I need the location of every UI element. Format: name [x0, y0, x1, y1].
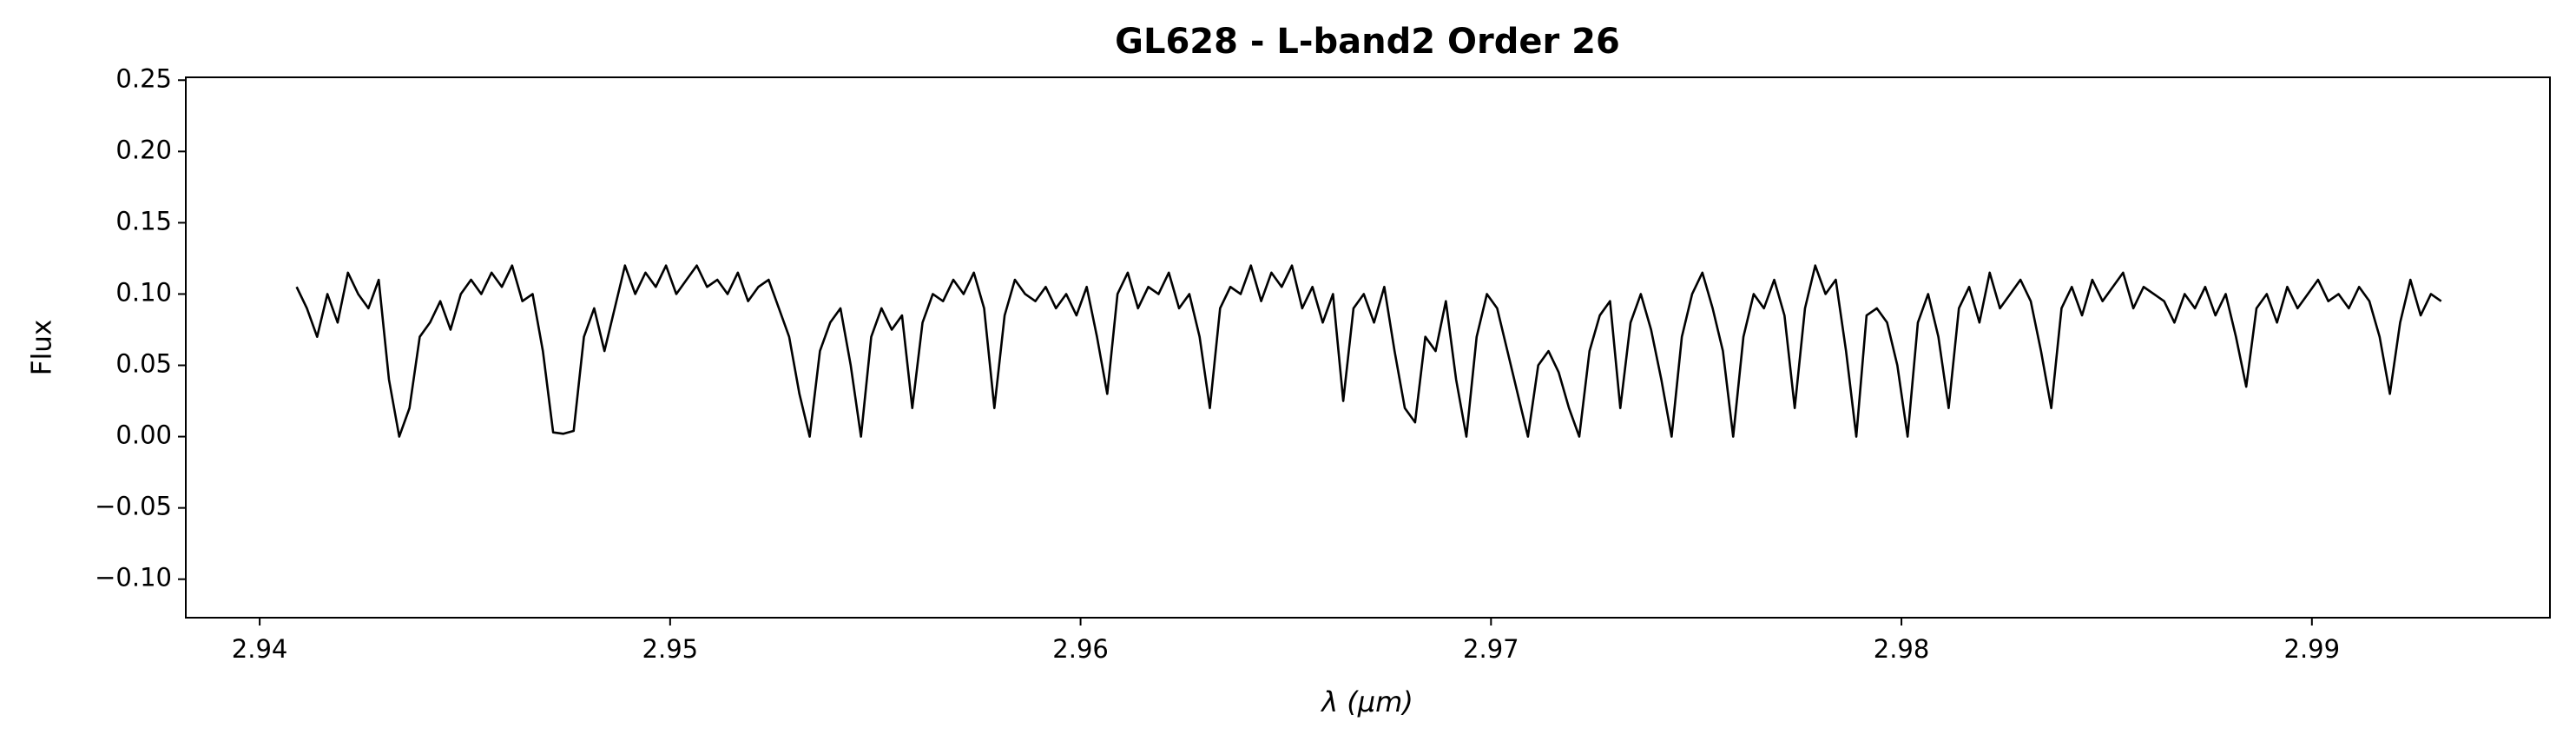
x-tick-label: 2.99 — [2284, 634, 2341, 664]
x-tick-label: 2.97 — [1463, 634, 1519, 664]
x-tick-label: 2.95 — [642, 634, 699, 664]
y-tick-label: 0.00 — [115, 420, 172, 450]
spectrum-line — [295, 264, 2442, 438]
x-tick-label: 2.96 — [1052, 634, 1109, 664]
y-tick-label: 0.10 — [115, 277, 172, 307]
y-tick-label: 0.15 — [115, 206, 172, 235]
chart-title: GL628 - L-band2 Order 26 — [1115, 22, 1620, 62]
y-tick-label: 0.20 — [115, 135, 172, 164]
y-tick-label: −0.05 — [95, 492, 172, 521]
axes-frame — [185, 76, 2551, 619]
y-tick-label: 0.25 — [115, 63, 172, 93]
y-tick-label: −0.10 — [95, 563, 172, 592]
x-tick-label: 2.98 — [1874, 634, 1930, 664]
x-axis-label: λ (μm) — [1320, 685, 1413, 718]
y-tick-label: 0.05 — [115, 349, 172, 379]
y-axis-label: Flux — [27, 320, 58, 375]
x-tick-label: 2.94 — [232, 634, 288, 664]
